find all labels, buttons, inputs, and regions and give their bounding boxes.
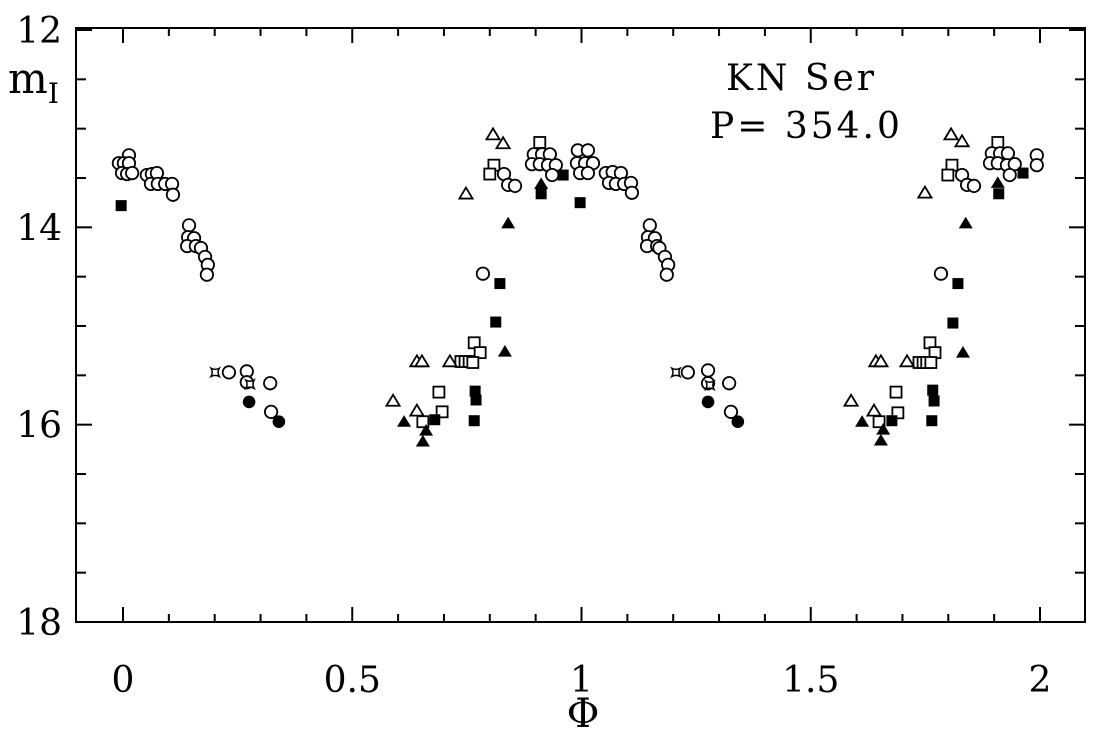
x-tick-label: 1.5 [782,660,839,701]
y-tick-label: 14 [16,208,62,249]
axis-ticks [76,28,1085,622]
star-name-title: KN Ser [726,58,877,99]
open-triangles [384,126,971,417]
period-annotation: P= 354.0 [710,106,903,147]
y-axis-label-subscript: I [48,77,59,110]
x-tick-label: 2 [1029,660,1052,701]
plot-frame [75,27,1086,623]
y-tick-label: 18 [16,603,62,644]
y-axis-label: mI [8,54,59,110]
filled-circles [242,395,745,429]
open-squares [416,136,1005,429]
y-axis-label-main: m [8,54,48,103]
x-tick-label: 0.5 [324,660,381,701]
filled-triangles [397,176,1005,447]
x-tick-label: 1 [570,660,593,701]
open-circles [111,143,1044,419]
x-tick-label: 0 [112,660,135,701]
four-point-stars [209,366,716,392]
filled-squares [115,167,1029,427]
axis-tick-labels: 0 0.5 1 1.5 2 12 14 16 18 [16,11,1051,701]
x-axis-label: Φ [567,691,600,736]
y-tick-label: 16 [16,406,62,447]
data-points [111,126,1044,447]
y-tick-label: 12 [16,11,62,52]
